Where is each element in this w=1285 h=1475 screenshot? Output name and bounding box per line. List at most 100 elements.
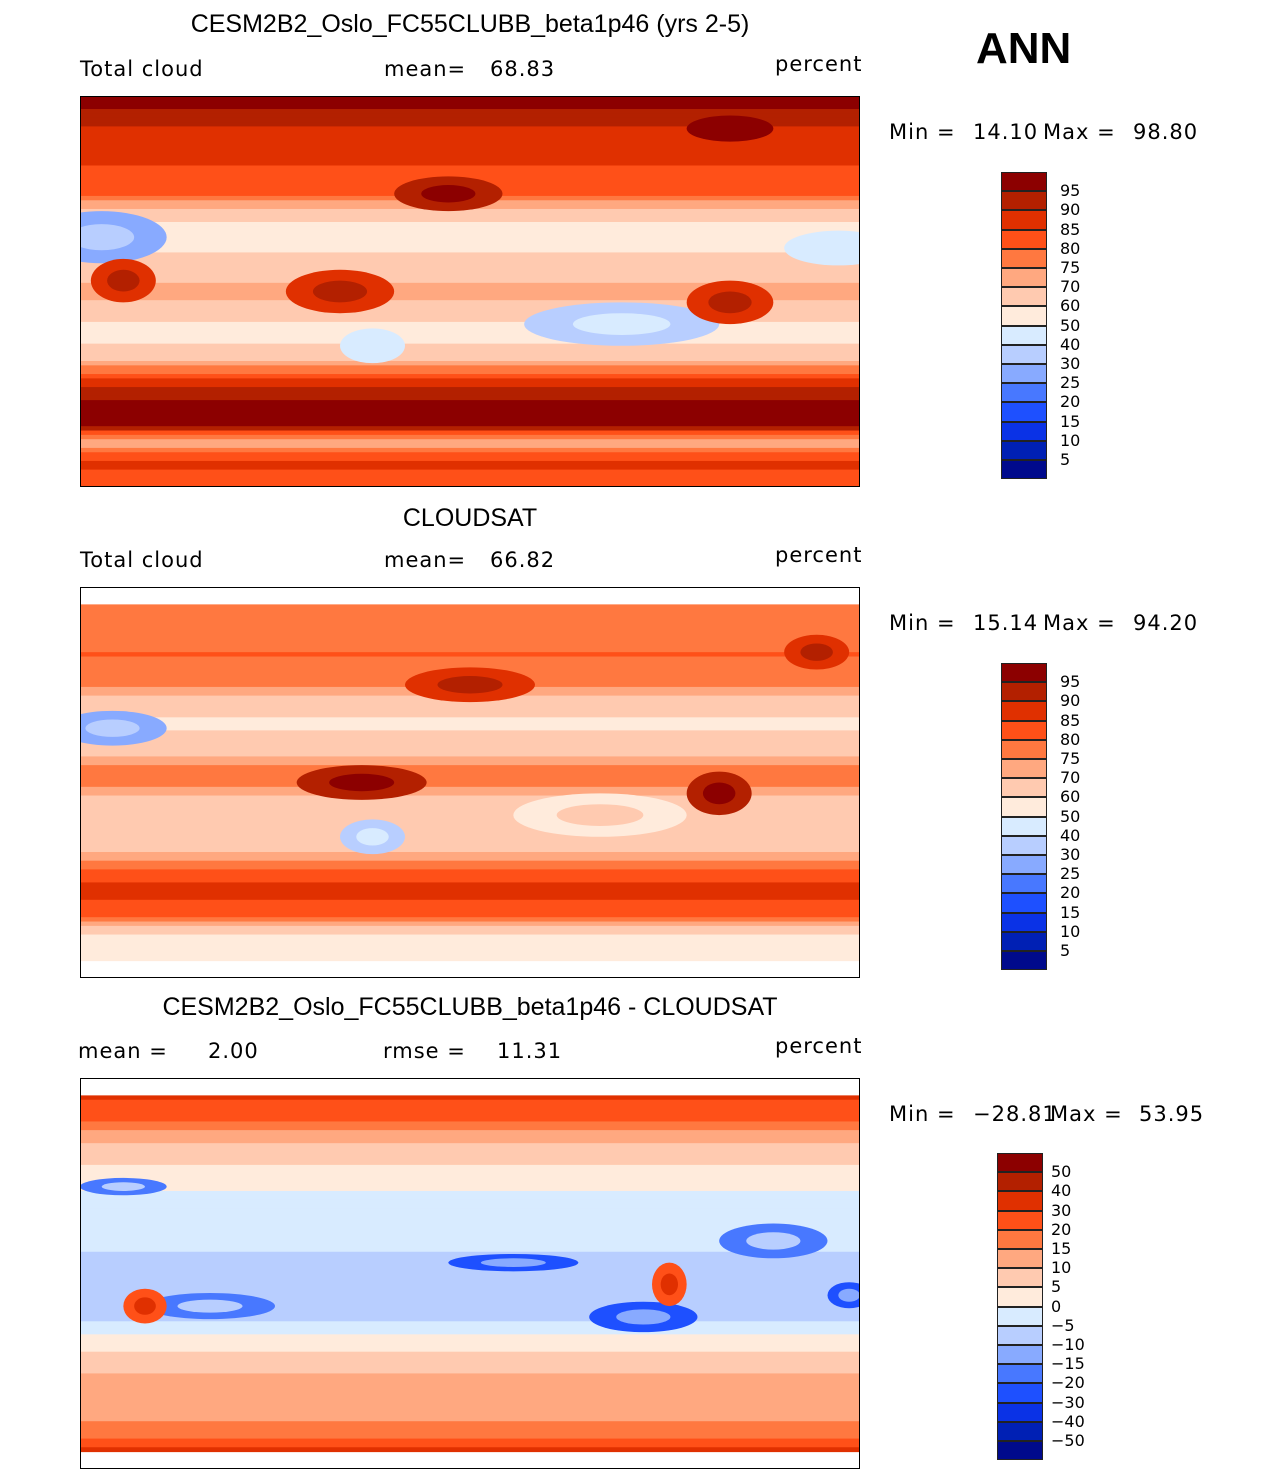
colorbar-box xyxy=(997,1364,1043,1384)
zonal-band xyxy=(80,1234,860,1240)
colorbar-box xyxy=(997,1172,1043,1192)
zonal-band xyxy=(80,1125,860,1131)
colorbar-box xyxy=(1001,701,1047,721)
zonal-band xyxy=(80,1117,860,1122)
zonal-band xyxy=(80,843,860,849)
zonal-band xyxy=(80,804,860,810)
zonal-band xyxy=(80,1399,860,1405)
colorbar-label: 20 xyxy=(1060,883,1081,903)
colorbar-box xyxy=(1001,931,1047,951)
zonal-band xyxy=(80,1382,860,1387)
zonal-band xyxy=(80,1356,860,1361)
zonal-band xyxy=(80,395,860,401)
zonal-band xyxy=(80,426,860,432)
zonal-band xyxy=(80,313,860,319)
zonal-band xyxy=(80,891,860,896)
zonal-band xyxy=(80,873,860,879)
field-feature-core xyxy=(708,291,752,314)
colorbar-box xyxy=(1001,720,1047,740)
colorbar-label: 15 xyxy=(1060,902,1081,922)
colorbar-label: 25 xyxy=(1060,864,1081,884)
zonal-band xyxy=(80,1095,860,1101)
zonal-band xyxy=(80,161,860,167)
zonal-band xyxy=(80,1390,860,1396)
zonal-band xyxy=(80,1225,860,1231)
zonal-band xyxy=(80,769,860,775)
zonal-band xyxy=(80,378,860,384)
colorbar-label: 40 xyxy=(1051,1181,1072,1201)
zonal-band xyxy=(80,930,860,936)
zonal-band xyxy=(80,152,860,158)
colorbar-label: 15 xyxy=(1051,1239,1072,1258)
zonal-band xyxy=(80,608,860,614)
zonal-band xyxy=(80,261,860,266)
zonal-band xyxy=(80,434,860,440)
panel3-max: 53.95 xyxy=(1139,1102,1205,1126)
colorbar-label: 90 xyxy=(1060,691,1081,711)
colorbar-box xyxy=(1001,855,1047,875)
zonal-band xyxy=(80,1303,860,1309)
zonal-band xyxy=(80,443,860,449)
zonal-band xyxy=(80,478,860,484)
panel1-min: 14.10 xyxy=(973,120,1039,144)
zonal-band xyxy=(80,334,860,340)
field-feature-core xyxy=(329,773,395,792)
zonal-band xyxy=(80,243,860,249)
zonal-band xyxy=(80,1217,860,1222)
colorbar-box xyxy=(1001,460,1047,480)
zonal-band xyxy=(80,613,860,618)
zonal-band xyxy=(80,1351,860,1357)
zonal-band xyxy=(80,148,860,153)
zonal-band xyxy=(80,256,860,262)
zonal-band xyxy=(80,1243,860,1248)
panel1-max: 98.80 xyxy=(1133,120,1199,144)
zonal-band xyxy=(80,1169,860,1175)
zonal-band xyxy=(80,1386,860,1392)
field-feature-core xyxy=(437,676,503,694)
colorbar-label: −40 xyxy=(1051,1411,1085,1431)
zonal-band xyxy=(80,773,860,779)
colorbar-label: 50 xyxy=(1060,315,1081,335)
colorbar-label: 30 xyxy=(1051,1200,1072,1220)
zonal-band xyxy=(80,347,860,353)
zonal-band xyxy=(80,269,860,275)
zonal-band xyxy=(80,1147,860,1153)
colorbar-box xyxy=(997,1287,1043,1307)
panel3-mean-label: mean = xyxy=(78,1039,168,1063)
zonal-band xyxy=(80,387,860,392)
colorbar-box xyxy=(1001,402,1047,422)
field-feature-core xyxy=(480,1258,546,1267)
field-feature-core xyxy=(134,1297,156,1315)
colorbar-label: 30 xyxy=(1060,845,1081,864)
zonal-band xyxy=(80,886,860,892)
colorbar-box xyxy=(997,1325,1043,1345)
zonal-band xyxy=(80,1134,860,1140)
zonal-band xyxy=(80,1195,860,1201)
zonal-band xyxy=(80,1308,860,1314)
panel2-mean: 66.82 xyxy=(490,548,556,572)
zonal-band xyxy=(80,274,860,279)
panel3-map xyxy=(80,1078,860,1469)
colorbar-box xyxy=(1001,287,1047,307)
zonal-band xyxy=(80,308,860,314)
zonal-band xyxy=(80,356,860,362)
colorbar-label: 25 xyxy=(1060,373,1081,393)
panel1-max-label: Max = xyxy=(1043,120,1116,144)
zonal-band xyxy=(80,1182,860,1188)
zonal-band xyxy=(80,752,860,757)
zonal-band xyxy=(80,365,860,371)
colorbar-label: 60 xyxy=(1060,787,1081,807)
colorbar-label: −5 xyxy=(1051,1315,1075,1335)
zonal-band xyxy=(80,938,860,944)
zonal-band xyxy=(80,791,860,797)
zonal-band xyxy=(80,639,860,644)
zonal-band xyxy=(80,1151,860,1157)
colorbar-box xyxy=(1001,682,1047,702)
field-feature-core xyxy=(702,782,736,805)
colorbar-box xyxy=(997,1210,1043,1230)
zonal-band xyxy=(80,326,860,332)
colorbar-label: 5 xyxy=(1060,450,1071,469)
zonal-band xyxy=(80,895,860,901)
zonal-band xyxy=(80,865,860,870)
colorbar-label: 75 xyxy=(1060,749,1081,768)
